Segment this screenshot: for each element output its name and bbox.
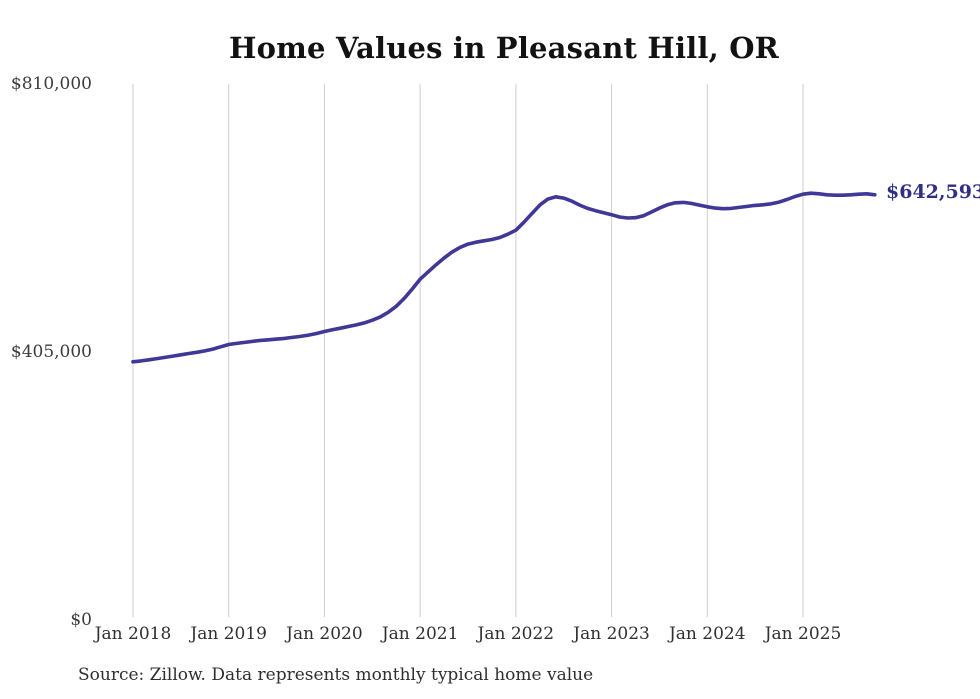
source-note: Source: Zillow. Data represents monthly … xyxy=(78,665,594,685)
x-axis-tick-label: Jan 2024 xyxy=(668,624,746,644)
chart-title: Home Values in Pleasant Hill, OR xyxy=(229,31,779,65)
x-axis-tick-label: Jan 2018 xyxy=(94,624,172,644)
y-axis-tick-label: $0 xyxy=(70,610,92,630)
y-axis-tick-label: $405,000 xyxy=(10,342,92,362)
y-axis-tick-label: $810,000 xyxy=(10,74,92,94)
x-axis-tick-label: Jan 2022 xyxy=(477,624,555,644)
latest-value-label: $642,593 xyxy=(886,181,980,203)
x-axis-tick-label: Jan 2021 xyxy=(381,624,459,644)
x-axis-tick-label: Jan 2020 xyxy=(286,624,363,644)
x-axis-tick-label: Jan 2023 xyxy=(573,624,650,644)
x-axis-tick-label: Jan 2019 xyxy=(190,624,267,644)
x-axis-tick-label: Jan 2025 xyxy=(764,624,842,644)
home-value-line xyxy=(131,191,877,364)
